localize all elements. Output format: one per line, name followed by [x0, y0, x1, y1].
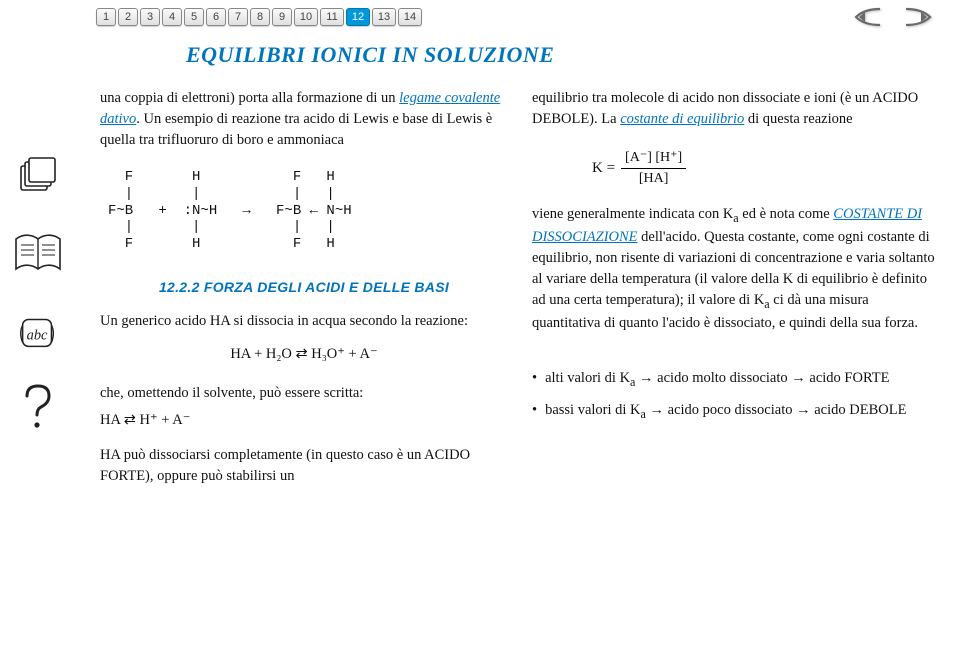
page-num-6[interactable]: 6 — [206, 8, 226, 26]
nav-forward-icon[interactable] — [896, 6, 936, 28]
K-numerator: [A⁻] [H⁺] — [621, 148, 686, 168]
text: → acido molto dissociato → acido FORTE — [635, 370, 889, 386]
bullet-dot-icon: • — [532, 368, 537, 391]
right-p1: equilibrio tra molecole di acido non dis… — [532, 88, 940, 130]
left-p2: Un generico acido HA si dissocia in acqu… — [100, 311, 508, 332]
page-num-1[interactable]: 1 — [96, 8, 116, 26]
help-icon[interactable] — [13, 384, 63, 434]
page-num-3[interactable]: 3 — [140, 8, 160, 26]
page-num-11[interactable]: 11 — [320, 8, 344, 26]
page-num-13[interactable]: 13 — [372, 8, 396, 26]
left-p1: una coppia di elettroni) porta alla form… — [100, 88, 508, 151]
text: alti valori di K — [545, 370, 630, 386]
text: → acido poco dissociato → acido DEBOLE — [646, 402, 907, 418]
bullet-dot-icon: • — [532, 400, 537, 423]
page-title: EQUILIBRI IONICI IN SOLUZIONE — [186, 42, 554, 68]
bullet-2: • bassi valori di Ka → acido poco dissoc… — [532, 400, 940, 423]
left-column: una coppia di elettroni) porta alla form… — [100, 88, 508, 650]
sidebar: abc — [8, 150, 68, 434]
page-num-5[interactable]: 5 — [184, 8, 204, 26]
text: bassi valori di K — [545, 402, 640, 418]
K-denominator: [HA] — [635, 169, 673, 189]
lewis-structure: F H F H | | | | F~B + :N~H → F~B ← N~H |… — [108, 169, 508, 253]
book-icon[interactable] — [13, 228, 63, 278]
right-column: equilibrio tra molecole di acido non dis… — [532, 88, 940, 650]
page-num-2[interactable]: 2 — [118, 8, 138, 26]
page-numbers: 1234567891011121314 — [96, 8, 422, 26]
equation-2: HA ⇄ H⁺ + A⁻ — [100, 410, 508, 431]
page-num-12[interactable]: 12 — [346, 8, 370, 26]
text: una coppia di elettroni) porta alla form… — [100, 90, 399, 106]
page-num-8[interactable]: 8 — [250, 8, 270, 26]
text: . Un esempio di reazione tra acido di Le… — [100, 111, 492, 148]
text: ed è nota come — [739, 206, 834, 222]
nav-back-icon[interactable] — [850, 6, 890, 28]
page-num-14[interactable]: 14 — [398, 8, 422, 26]
K-fraction: [A⁻] [H⁺] [HA] — [621, 148, 686, 190]
abc-cube-icon[interactable]: abc — [13, 306, 63, 356]
K-lhs: K = — [592, 158, 615, 180]
link-eq-constant[interactable]: costante di equilibrio — [620, 111, 744, 127]
page-num-10[interactable]: 10 — [294, 8, 318, 26]
svg-text:abc: abc — [27, 328, 48, 344]
page-num-9[interactable]: 9 — [272, 8, 292, 26]
top-pagebar: 1234567891011121314 — [0, 4, 960, 30]
right-p2: viene generalmente indicata con Ka ed è … — [532, 204, 940, 335]
text: viene generalmente indicata con K — [532, 206, 733, 222]
page-num-4[interactable]: 4 — [162, 8, 182, 26]
pages-stack-icon[interactable] — [13, 150, 63, 200]
content: una coppia di elettroni) porta alla form… — [100, 88, 940, 650]
bullet-1: • alti valori di Ka → acido molto dissoc… — [532, 368, 940, 391]
left-p3: che, omettendo il solvente, può essere s… — [100, 383, 508, 404]
K-equation: K = [A⁻] [H⁺] [HA] — [592, 148, 940, 190]
equation-1: HA + H₂O ⇄ H₃O⁺ + A⁻ — [100, 344, 508, 365]
page-num-7[interactable]: 7 — [228, 8, 248, 26]
left-p4: HA può dissociarsi completamente (in que… — [100, 445, 508, 487]
section-heading: 12.2.2 FORZA DEGLI ACIDI E DELLE BASI — [100, 277, 508, 297]
bullet-2-text: bassi valori di Ka → acido poco dissocia… — [545, 400, 906, 423]
nav-arrows — [850, 6, 936, 28]
bullet-1-text: alti valori di Ka → acido molto dissocia… — [545, 368, 889, 391]
text: di questa reazione — [744, 111, 852, 127]
